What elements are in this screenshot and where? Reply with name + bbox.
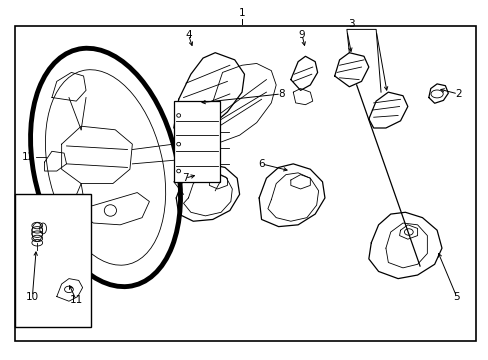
Text: 12: 12 xyxy=(22,152,35,162)
Text: 1: 1 xyxy=(238,8,245,18)
Text: 9: 9 xyxy=(298,30,305,40)
Text: 5: 5 xyxy=(452,292,459,302)
Text: 4: 4 xyxy=(185,30,191,40)
Bar xyxy=(15,26,475,341)
Text: 10: 10 xyxy=(26,292,39,302)
Text: 8: 8 xyxy=(277,89,284,99)
Bar xyxy=(173,101,220,182)
Text: 6: 6 xyxy=(258,159,264,169)
Text: 2: 2 xyxy=(454,89,461,99)
Bar xyxy=(15,194,91,327)
Text: 11: 11 xyxy=(69,295,83,305)
Text: 3: 3 xyxy=(348,19,354,29)
Text: 7: 7 xyxy=(182,173,188,183)
